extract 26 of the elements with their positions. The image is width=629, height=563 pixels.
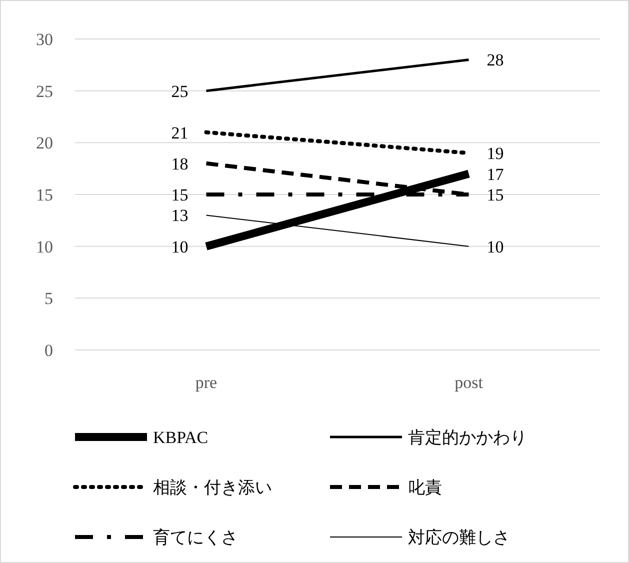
data-label: 17	[486, 164, 504, 184]
data-label: 25	[171, 82, 188, 101]
legend-label: 対応の難しさ	[408, 528, 510, 547]
data-label: 15	[486, 186, 504, 204]
data-label: 15	[171, 186, 188, 204]
data-label: 21	[171, 123, 188, 142]
data-label: 10	[486, 237, 504, 256]
y-tick-label: 25	[36, 82, 53, 101]
legend-label: 肯定的かかわり	[408, 428, 527, 447]
legend-label: KBPAC	[153, 428, 208, 447]
data-label: 19	[486, 144, 504, 164]
legend-label: 育てにくさ	[153, 528, 238, 547]
x-tick-label: post	[454, 373, 484, 392]
y-tick-label: 30	[36, 30, 53, 49]
legend-label: 叱責	[408, 478, 442, 497]
data-label: 13	[171, 206, 188, 226]
y-tick-label: 5	[44, 289, 53, 308]
y-tick-label: 15	[36, 186, 53, 204]
data-label: 18	[171, 154, 188, 174]
y-tick-label: 20	[36, 134, 53, 153]
data-label: 28	[486, 50, 504, 70]
legend-label: 相談・付き添い	[153, 478, 272, 497]
x-tick-label: pre	[195, 373, 218, 392]
y-tick-label: 10	[36, 237, 53, 256]
y-tick-label: 0	[44, 341, 53, 360]
data-label: 10	[171, 237, 188, 256]
